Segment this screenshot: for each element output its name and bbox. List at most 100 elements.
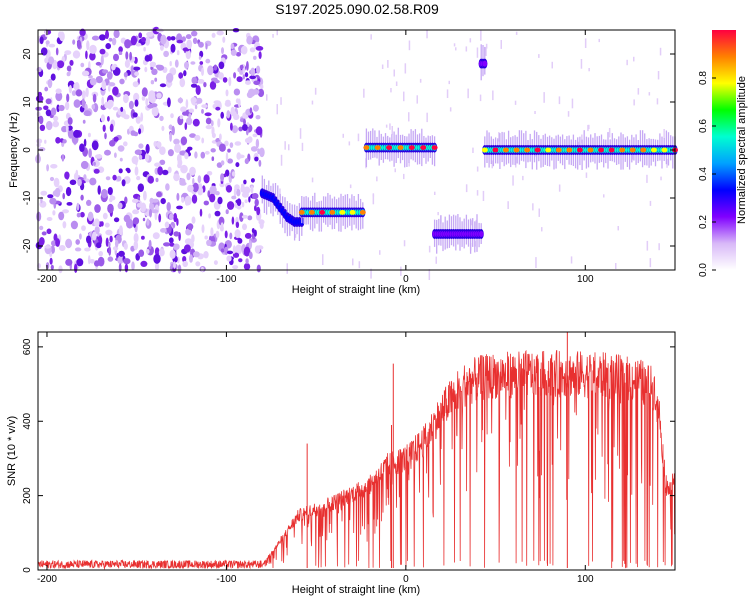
ridge-peak — [661, 147, 668, 153]
noise-streak — [455, 47, 457, 51]
noise-blob — [55, 47, 59, 56]
noise-blob — [218, 143, 226, 152]
noise-blob — [46, 217, 53, 221]
noise-blob — [199, 61, 204, 65]
noise-blob — [134, 71, 140, 76]
noise-blob — [130, 130, 136, 136]
ridge-peak — [431, 145, 438, 151]
noise-blob — [50, 107, 57, 116]
noise-blob — [76, 258, 84, 267]
noise-blob — [259, 147, 265, 158]
noise-blob — [125, 51, 129, 60]
noise-streak — [475, 219, 477, 229]
noise-blob — [67, 129, 74, 139]
noise-blob — [100, 221, 104, 227]
noise-blob — [123, 258, 131, 265]
noise-blob — [133, 92, 140, 102]
noise-blob — [248, 240, 253, 249]
noise-blob — [143, 190, 147, 201]
noise-blob — [176, 50, 180, 56]
noise-streak — [491, 160, 493, 169]
noise-blob — [179, 78, 186, 88]
noise-blob — [108, 99, 114, 108]
noise-blob — [52, 210, 56, 216]
noise-streak — [453, 43, 456, 47]
noise-blob — [214, 210, 221, 217]
noise-blob — [224, 140, 229, 147]
noise-blob — [80, 62, 85, 68]
noise-streak — [408, 112, 410, 122]
noise-blob — [211, 156, 215, 161]
noise-streak — [485, 47, 487, 56]
noise-blob — [104, 132, 107, 140]
noise-blob — [38, 115, 44, 125]
noise-streak — [279, 188, 281, 197]
noise-blob — [109, 235, 113, 243]
snr-xlabel: Height of straight line (km) — [292, 584, 420, 596]
noise-blob — [69, 179, 77, 186]
noise-blob — [180, 164, 188, 174]
noise-blob — [234, 244, 243, 255]
noise-blob — [173, 212, 178, 223]
noise-blob — [248, 196, 251, 203]
noise-blob — [92, 93, 97, 103]
noise-blob — [227, 201, 235, 210]
noise-blob — [189, 133, 197, 138]
noise-blob — [123, 72, 128, 78]
noise-blob — [95, 61, 102, 66]
noise-blob — [188, 108, 195, 113]
noise-streak — [588, 68, 590, 72]
noise-blob — [185, 99, 189, 109]
noise-blob — [45, 40, 50, 45]
noise-streak — [581, 134, 583, 144]
noise-blob — [154, 77, 158, 82]
snr-frame — [37, 331, 676, 571]
ridge-peak — [363, 145, 370, 151]
noise-blob — [147, 175, 154, 184]
x-tick-label: 100 — [577, 274, 594, 285]
noise-streak — [649, 258, 652, 268]
noise-blob — [72, 50, 81, 59]
noise-blob — [64, 50, 72, 55]
noise-blob — [144, 66, 148, 73]
noise-blob — [107, 203, 114, 214]
noise-blob — [226, 110, 231, 119]
noise-blob — [133, 66, 141, 71]
noise-blob — [160, 198, 166, 205]
noise-blob — [259, 221, 264, 229]
noise-blob — [40, 190, 48, 196]
noise-blob — [200, 151, 206, 159]
noise-blob — [87, 255, 91, 265]
noise-blob — [190, 97, 197, 104]
noise-blob — [207, 65, 214, 76]
noise-blob — [49, 197, 57, 205]
noise-blob — [95, 76, 103, 84]
y-tick-label: 10 — [22, 96, 33, 108]
noise-blob — [173, 173, 180, 182]
noise-streak — [426, 112, 428, 123]
noise-blob — [203, 251, 209, 259]
noise-blob — [197, 175, 202, 184]
noise-blob — [102, 212, 108, 220]
noise-streak — [476, 166, 479, 172]
noise-blob — [168, 124, 173, 130]
noise-blob — [82, 119, 86, 124]
noise-blob — [107, 116, 110, 122]
ridge-peak — [420, 145, 427, 151]
noise-blob — [62, 221, 67, 229]
noise-blob — [36, 138, 43, 144]
noise-blob — [47, 194, 54, 199]
ridge-peak — [502, 147, 509, 153]
noise-blob — [173, 243, 180, 250]
noise-blob — [227, 158, 234, 164]
noise-blob — [113, 136, 119, 142]
noise-blob — [236, 205, 242, 210]
noise-blob — [252, 89, 260, 95]
noise-blob — [111, 64, 116, 71]
noise-blob — [251, 193, 259, 200]
noise-blob — [184, 244, 191, 253]
noise-blob — [50, 73, 56, 81]
noise-blob — [81, 98, 86, 108]
noise-blob — [104, 101, 109, 109]
ridge-peak — [329, 210, 336, 215]
